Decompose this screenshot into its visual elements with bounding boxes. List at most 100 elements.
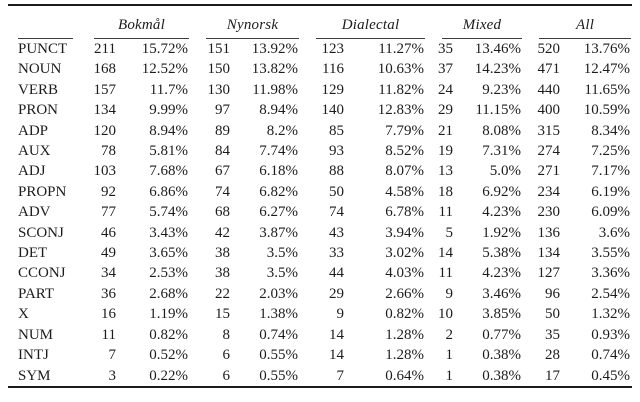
table-row: SCONJ 46 3.43% 42 3.87% 43 3.94% 5 1.92% 136 3.6%: [8, 223, 632, 243]
column-group-dialectal: Dialectal: [300, 5, 426, 39]
pos-tag-cell: ADP: [18, 122, 49, 139]
percent-cell: 0.45%: [591, 367, 631, 384]
pos-tag-cell: DET: [18, 245, 48, 262]
percent-cell: 11.98%: [252, 81, 298, 98]
count-cell: 15: [215, 306, 230, 323]
percent-cell: 6.78%: [385, 204, 424, 221]
pos-tag-cell: AUX: [18, 143, 51, 160]
count-cell: 28: [545, 347, 561, 364]
percent-cell: 7.17%: [591, 163, 631, 180]
count-cell: 33: [329, 245, 344, 262]
column-group-mixed: Mixed: [426, 5, 523, 39]
percent-cell: 6.92%: [482, 183, 522, 200]
percent-cell: 2.68%: [149, 285, 188, 302]
percent-cell: 13.76%: [583, 41, 631, 57]
percent-cell: 6.27%: [259, 204, 298, 221]
count-cell: 43: [329, 224, 344, 241]
count-cell: 36: [101, 285, 116, 302]
percent-cell: 4.23%: [482, 204, 522, 221]
percent-cell: 9.23%: [482, 81, 522, 98]
count-cell: 29: [329, 285, 344, 302]
count-cell: 38: [215, 265, 230, 282]
count-cell: 150: [207, 61, 231, 78]
percent-cell: 5.38%: [482, 245, 522, 262]
count-cell: 274: [537, 143, 561, 160]
percent-cell: 15.72%: [141, 41, 188, 57]
column-group-nynorsk: Nynorsk: [190, 5, 300, 39]
percent-cell: 6.82%: [259, 183, 298, 200]
percent-cell: 0.52%: [149, 347, 188, 364]
count-cell: 77: [101, 204, 116, 221]
table-row: INTJ 7 0.52% 6 0.55% 14 1.28% 1 0.38% 28 0.74%: [8, 345, 632, 365]
pos-tag-cell: PROPN: [18, 183, 67, 200]
percent-cell: 5.0%: [489, 163, 522, 180]
count-cell: 46: [101, 224, 116, 241]
count-cell: 34: [101, 265, 116, 282]
count-cell: 38: [215, 245, 230, 262]
table-row: AUX 78 5.81% 84 7.74% 93 8.52% 19 7.31% 274 7.25%: [8, 141, 632, 161]
count-cell: 22: [215, 285, 230, 302]
table-row: PROPN 92 6.86% 74 6.82% 50 4.58% 18 6.92% 234 6.19…: [8, 182, 632, 202]
count-cell: 7: [336, 367, 345, 384]
percent-cell: 2.54%: [591, 285, 631, 302]
percent-cell: 4.58%: [385, 183, 424, 200]
count-cell: 440: [537, 81, 561, 98]
count-cell: 67: [215, 163, 230, 180]
count-cell: 116: [322, 61, 344, 78]
percent-cell: 3.43%: [149, 224, 188, 241]
count-cell: 129: [321, 81, 345, 98]
pos-tag-cell: INTJ: [18, 347, 49, 364]
percent-cell: 0.77%: [482, 326, 522, 343]
count-cell: 29: [438, 102, 453, 119]
count-cell: 17: [545, 367, 561, 384]
percent-cell: 0.55%: [259, 367, 298, 384]
percent-cell: 0.64%: [385, 367, 424, 384]
percent-cell: 7.31%: [482, 143, 522, 160]
count-cell: 18: [438, 183, 453, 200]
pos-tag-cell: NOUN: [18, 61, 62, 78]
percent-cell: 3.87%: [259, 224, 298, 241]
pos-tag-cell: PART: [18, 285, 55, 302]
count-cell: 123: [321, 41, 345, 57]
count-cell: 5: [445, 224, 454, 241]
count-cell: 14: [329, 326, 344, 343]
percent-cell: 3.85%: [482, 306, 522, 323]
percent-cell: 0.93%: [591, 326, 631, 343]
pos-distribution-table: Bokmål Nynorsk Dialectal Mixed All PUNCT…: [8, 4, 633, 388]
percent-cell: 7.79%: [385, 122, 424, 139]
percent-cell: 8.2%: [266, 122, 298, 139]
percent-cell: 3.55%: [591, 245, 631, 262]
percent-cell: 1.19%: [149, 306, 188, 323]
count-cell: 10: [438, 306, 453, 323]
count-cell: 140: [321, 102, 345, 119]
count-cell: 6: [222, 347, 231, 364]
count-cell: 271: [537, 163, 561, 180]
table-row: NUM 11 0.82% 8 0.74% 14 1.28% 2 0.77% 35 0.93%: [8, 325, 632, 345]
count-cell: 103: [93, 163, 117, 180]
percent-cell: 0.55%: [259, 347, 298, 364]
column-group-all-label: All: [575, 17, 595, 33]
count-cell: 136: [537, 224, 561, 241]
header-empty-cell: [8, 5, 78, 39]
percent-cell: 2.53%: [149, 265, 188, 282]
count-cell: 7: [108, 347, 117, 364]
count-cell: 2: [445, 326, 454, 343]
percent-cell: 6.86%: [149, 183, 188, 200]
table-row: NOUN 168 12.52% 150 13.82% 116 10.63% 37 14.23% 4…: [8, 59, 632, 79]
percent-cell: 11.27%: [378, 41, 424, 57]
percent-cell: 7.74%: [259, 143, 298, 160]
percent-cell: 5.74%: [149, 204, 188, 221]
count-cell: 89: [215, 122, 230, 139]
table-row: ADJ 103 7.68% 67 6.18% 88 8.07% 13 5.0% 271 7.17%: [8, 161, 632, 181]
count-cell: 1: [445, 367, 454, 384]
percent-cell: 4.23%: [482, 265, 522, 282]
count-cell: 1: [445, 347, 454, 364]
count-cell: 93: [329, 143, 344, 160]
table-row: CCONJ 34 2.53% 38 3.5% 44 4.03% 11 4.23% 127 3.36%: [8, 263, 632, 283]
percent-cell: 0.82%: [385, 306, 424, 323]
count-cell: 96: [545, 285, 561, 302]
percent-cell: 9.99%: [149, 102, 188, 119]
percent-cell: 13.46%: [474, 41, 522, 57]
percent-cell: 3.5%: [266, 245, 298, 262]
